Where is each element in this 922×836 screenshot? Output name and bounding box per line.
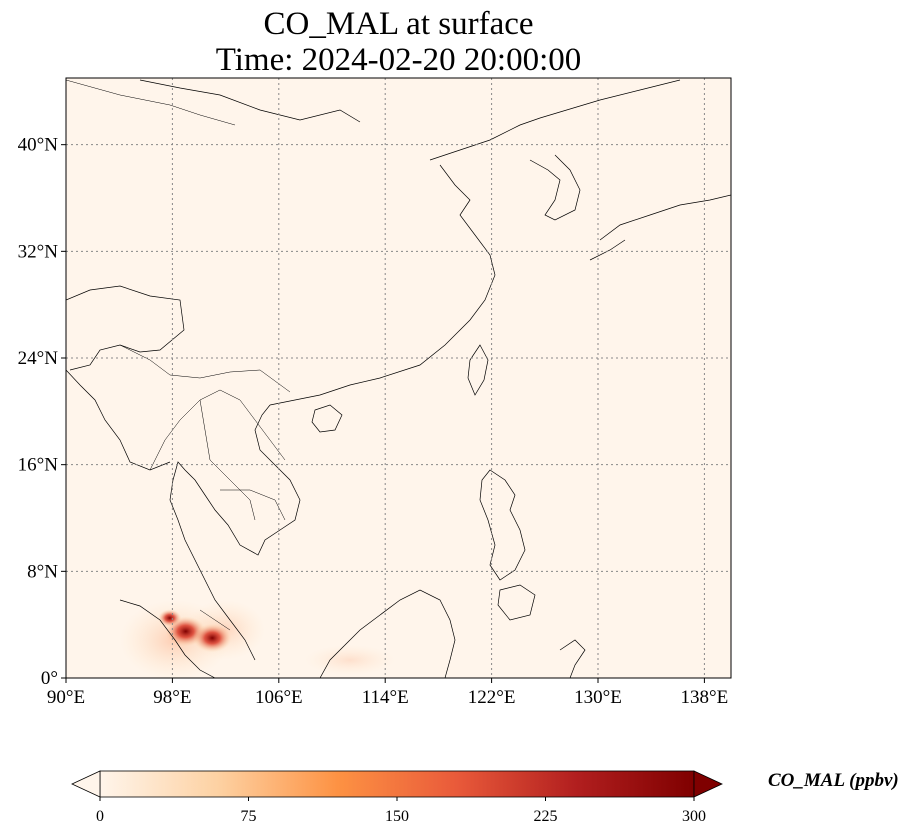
- coast-mainland: [139, 79, 681, 161]
- coast-sumatra: [119, 599, 216, 678]
- border-thailand: [149, 399, 256, 521]
- lon-tick-label: 138°E: [681, 687, 729, 708]
- lat-tick-label: 16°N: [18, 455, 59, 476]
- coast-indochina: [169, 404, 301, 661]
- coast-taiwan: [467, 344, 489, 396]
- lon-tick-label: 98°E: [153, 687, 191, 708]
- country-borders: [66, 79, 291, 631]
- border-laos: [199, 389, 286, 461]
- colorbar-tick-label: 150: [385, 808, 409, 825]
- coast-mindanao: [497, 584, 536, 621]
- plume-borneo: [305, 645, 395, 675]
- map-plot-area: [66, 78, 731, 678]
- lon-tick-label: 114°E: [362, 687, 409, 708]
- border-cambodia: [220, 489, 286, 521]
- colorbar-under-arrow: [71, 770, 101, 798]
- colorbar-over-arrow: [693, 770, 723, 798]
- coast-east-china: [269, 164, 496, 406]
- colorbar-tick-label: 75: [241, 808, 257, 825]
- gridlines: [66, 78, 731, 678]
- coast-philippines: [479, 469, 526, 581]
- coast-hainan: [311, 404, 343, 433]
- lat-tick-group: 0° 8°N 16°N 24°N 32°N 40°N: [18, 135, 66, 689]
- lon-tick-group: 90°E 98°E 106°E 114°E 122°E 130°E 138°E: [47, 678, 728, 708]
- map-frame: [65, 77, 732, 679]
- lat-tick-label: 8°N: [27, 561, 58, 582]
- lon-tick-label: 122°E: [468, 687, 516, 708]
- colorbar: 0 75 150 225 300: [71, 770, 723, 825]
- hotspot-malacca-strait: [193, 623, 232, 653]
- map-time: Time: 2024-02-20 20:00:00: [215, 42, 582, 78]
- coast-borneo: [319, 589, 456, 678]
- lon-tick-label: 90°E: [47, 687, 85, 708]
- lat-tick-label: 24°N: [18, 348, 59, 369]
- lat-tick-label: 32°N: [18, 241, 59, 262]
- concentration-field: [120, 600, 395, 678]
- map-title: CO_MAL at surface: [263, 6, 534, 42]
- colorbar-ramp: [99, 770, 695, 798]
- coast-japan: [589, 194, 731, 261]
- colorbar-label: CO_MAL (ppbv): [768, 770, 899, 791]
- border-russia: [66, 79, 236, 126]
- border-malaysia: [199, 609, 231, 631]
- colorbar-tick-label: 225: [534, 808, 558, 825]
- lon-tick-label: 106°E: [255, 687, 303, 708]
- colorbar-tick-label: 0: [96, 808, 104, 825]
- coast-korea: [529, 154, 581, 221]
- coast-myanmar: [66, 369, 171, 471]
- colorbar-tick-label: 300: [682, 808, 706, 825]
- coast-sulawesi: [559, 639, 586, 678]
- hotspot-sumatra-coast: [158, 609, 182, 627]
- lat-tick-label: 40°N: [18, 135, 59, 156]
- lon-tick-label: 130°E: [574, 687, 622, 708]
- border-china-south: [119, 344, 291, 393]
- lat-tick-label: 0°: [41, 668, 58, 689]
